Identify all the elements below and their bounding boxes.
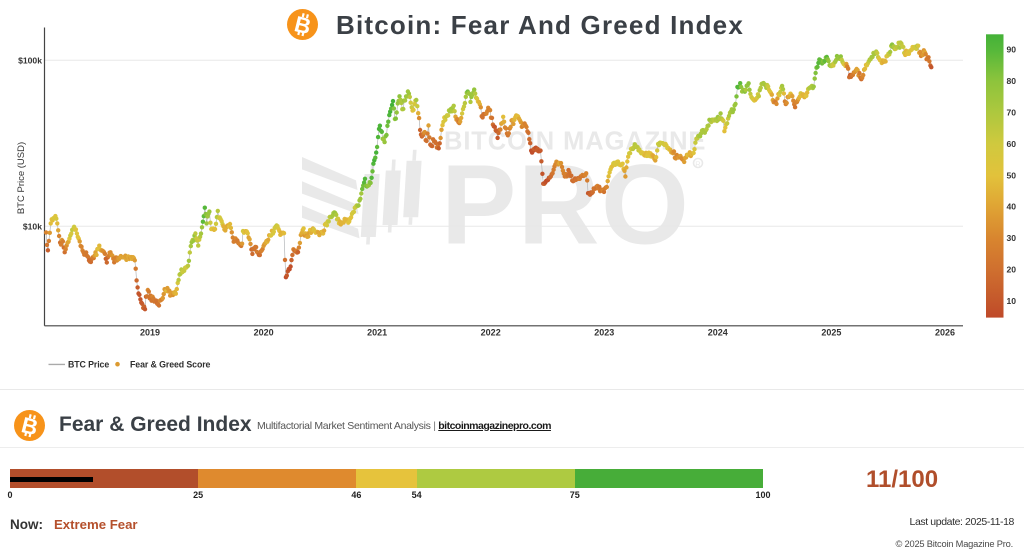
svg-text:20: 20 [1007, 265, 1017, 275]
svg-text:2021: 2021 [367, 328, 387, 338]
svg-text:PRO: PRO [441, 142, 690, 268]
svg-text:2020: 2020 [254, 328, 274, 338]
svg-text:2022: 2022 [481, 328, 501, 338]
svg-text:$100k: $100k [18, 55, 42, 65]
svg-text:2025: 2025 [821, 328, 841, 338]
svg-text:2026: 2026 [935, 328, 955, 338]
svg-text:10: 10 [1007, 296, 1017, 306]
svg-text:90: 90 [1007, 44, 1017, 54]
svg-text:B: B [19, 412, 41, 440]
svg-text:40: 40 [1007, 202, 1017, 212]
svg-text:2023: 2023 [594, 328, 614, 338]
svg-text:2019: 2019 [140, 328, 160, 338]
svg-text:60: 60 [1007, 139, 1017, 149]
svg-text:BTC Price: BTC Price [68, 359, 109, 369]
svg-text:Fear & Greed Score: Fear & Greed Score [130, 359, 211, 369]
svg-text:50: 50 [1007, 170, 1017, 180]
svg-text:70: 70 [1007, 107, 1017, 117]
svg-text:R: R [695, 160, 701, 169]
svg-text:$10k: $10k [23, 221, 42, 231]
svg-text:B: B [292, 11, 314, 39]
svg-text:2024: 2024 [708, 328, 728, 338]
svg-text:80: 80 [1007, 76, 1017, 86]
svg-text:30: 30 [1007, 233, 1017, 243]
svg-text:BTC Price (USD): BTC Price (USD) [16, 142, 27, 214]
